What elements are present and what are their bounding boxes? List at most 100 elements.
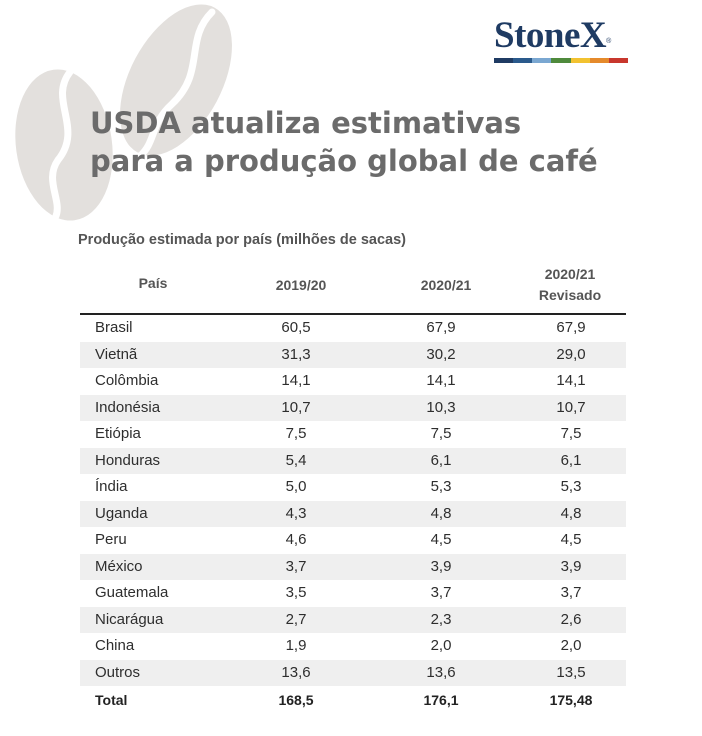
table-row: Etiópia 7,5 7,5 7,5 (80, 421, 626, 447)
table-row: Vietnã 31,3 30,2 29,0 (80, 341, 626, 368)
country-cell: México (95, 557, 143, 575)
table-row: Indonésia 10,7 10,3 10,7 (80, 394, 626, 421)
country-cell: Índia (95, 478, 128, 495)
country-cell: Guatemala (95, 584, 169, 601)
value-2019-20-cell: 5,4 (285, 451, 307, 469)
country-cell: Nicarágua (95, 610, 164, 628)
value-2020-21-revisado-cell: 7,5 (560, 425, 582, 442)
coffee-beans-illustration (15, 4, 232, 221)
value-2019-20-cell: 3,5 (285, 584, 307, 601)
country-cell: Vietnã (95, 345, 138, 363)
table-caption: Produção estimada por país (milhões de s… (78, 232, 406, 248)
table-row: Índia 5,0 5,3 5,3 (80, 474, 626, 500)
country-cell: Honduras (95, 451, 161, 469)
header-2020-21-revisado: 2020/21 Revisado (525, 264, 615, 306)
header-divider (80, 313, 626, 315)
header-revisado-line-1: 2020/21 (544, 266, 596, 282)
value-2020-21-revisado-cell: 10,7 (556, 398, 586, 416)
value-2020-21-cell: 30,2 (426, 345, 456, 363)
value-2020-21-revisado-cell: 2,6 (560, 610, 582, 628)
logo-stripe (513, 58, 533, 63)
logo-wordmark: StoneX® (494, 15, 611, 56)
value-2020-21-revisado-cell: 3,7 (560, 584, 582, 601)
country-cell: Indonésia (95, 398, 161, 416)
value-2020-21-revisado-cell: 29,0 (556, 345, 586, 363)
value-2020-21-cell: 14,1 (426, 372, 456, 389)
header-revisado-line-2: Revisado (538, 287, 602, 303)
value-2019-20-cell: 7,5 (285, 425, 307, 442)
value-2019-20-cell: 4,3 (285, 504, 307, 522)
value-2019-20-cell: 3,7 (285, 557, 307, 575)
country-cell: Etiópia (95, 425, 141, 442)
value-2020-21-cell: 7,5 (430, 425, 452, 442)
table-row: Uganda 4,3 4,8 4,8 (80, 500, 626, 527)
coffee-bean-right (120, 4, 232, 160)
value-2020-21-cell: 4,8 (430, 504, 452, 522)
page-title: USDA atualiza estimativas para a produçã… (90, 104, 598, 180)
table-row: Honduras 5,4 6,1 6,1 (80, 447, 626, 474)
total-label: Total (95, 692, 128, 708)
logo-stripe (532, 58, 552, 63)
value-2019-20-cell: 4,6 (285, 531, 307, 548)
table-row: Nicarágua 2,7 2,3 2,6 (80, 606, 626, 633)
title-line-1: USDA atualiza estimativas (90, 106, 522, 140)
value-2019-20-cell: 2,7 (285, 610, 307, 628)
value-2019-20-cell: 10,7 (281, 398, 311, 416)
table-row: Peru 4,6 4,5 4,5 (80, 527, 626, 553)
logo-stripe (589, 58, 609, 63)
value-2020-21-revisado-cell: 14,1 (556, 372, 586, 389)
value-2020-21-cell: 67,9 (426, 319, 456, 336)
value-2019-20-cell: 5,0 (285, 478, 307, 495)
value-2019-20-cell: 31,3 (281, 345, 311, 363)
header-2020-21: 2020/21 (420, 277, 472, 293)
trademark-symbol: ® (606, 38, 611, 45)
table-row: Guatemala 3,5 3,7 3,7 (80, 580, 626, 606)
value-2020-21-revisado-cell: 4,5 (560, 531, 582, 548)
table-row: Colômbia 14,1 14,1 14,1 (80, 368, 626, 394)
title-line-2: para a produção global de café (90, 144, 598, 178)
total-2020-21: 176,1 (423, 692, 459, 708)
value-2020-21-cell: 10,3 (426, 398, 456, 416)
header-country: País (138, 275, 168, 291)
logo-stripe (570, 58, 590, 63)
country-cell: China (95, 637, 135, 654)
value-2020-21-cell: 2,3 (430, 610, 452, 628)
logo-color-stripes (494, 58, 628, 63)
country-cell: Peru (95, 531, 127, 548)
value-2019-20-cell: 1,9 (285, 637, 307, 654)
value-2020-21-revisado-cell: 2,0 (560, 637, 582, 654)
value-2019-20-cell: 60,5 (281, 319, 311, 336)
table-row: México 3,7 3,9 3,9 (80, 553, 626, 580)
value-2020-21-cell: 3,9 (430, 557, 452, 575)
country-cell: Colômbia (95, 372, 159, 389)
total-2019-20: 168,5 (278, 692, 314, 708)
table-row: Brasil 60,5 67,9 67,9 (80, 315, 626, 341)
value-2020-21-revisado-cell: 3,9 (560, 557, 582, 575)
value-2020-21-revisado-cell: 4,8 (560, 504, 582, 522)
total-row: Total 168,5 176,1 175,48 (80, 687, 626, 713)
value-2020-21-cell: 6,1 (430, 451, 452, 469)
value-2020-21-revisado-cell: 67,9 (556, 319, 586, 336)
total-2020-21-revisado: 175,48 (549, 692, 593, 708)
value-2019-20-cell: 13,6 (281, 663, 311, 681)
table-row: Outros 13,6 13,6 13,5 (80, 659, 626, 686)
value-2020-21-cell: 4,5 (430, 531, 452, 548)
value-2020-21-revisado-cell: 5,3 (560, 478, 582, 495)
header-2019-20: 2019/20 (275, 277, 327, 293)
logo-stripe (608, 58, 628, 63)
value-2019-20-cell: 14,1 (281, 372, 311, 389)
logo-stripe (551, 58, 571, 63)
country-cell: Brasil (95, 319, 133, 336)
stonex-logo: StoneX® (494, 16, 628, 63)
coffee-bean-left (15, 68, 113, 221)
value-2020-21-cell: 13,6 (426, 663, 456, 681)
value-2020-21-revisado-cell: 6,1 (560, 451, 582, 469)
table-row: China 1,9 2,0 2,0 (80, 633, 626, 659)
value-2020-21-revisado-cell: 13,5 (556, 663, 586, 681)
value-2020-21-cell: 5,3 (430, 478, 452, 495)
country-cell: Outros (95, 663, 141, 681)
value-2020-21-cell: 2,0 (430, 637, 452, 654)
logo-stripe (494, 58, 514, 63)
value-2020-21-cell: 3,7 (430, 584, 452, 601)
country-cell: Uganda (95, 504, 148, 522)
